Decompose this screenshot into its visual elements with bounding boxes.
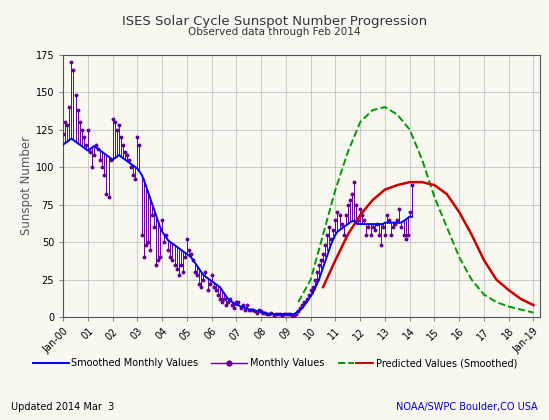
Text: Smoothed Monthly Values: Smoothed Monthly Values <box>71 358 199 368</box>
Text: NOAA/SWPC Boulder,CO USA: NOAA/SWPC Boulder,CO USA <box>396 402 538 412</box>
Text: ISES Solar Cycle Sunspot Number Progression: ISES Solar Cycle Sunspot Number Progress… <box>122 15 427 28</box>
Text: Monthly Values: Monthly Values <box>250 358 324 368</box>
Text: Predicted Values (Smoothed): Predicted Values (Smoothed) <box>376 358 517 368</box>
Y-axis label: Sunspot Number: Sunspot Number <box>20 136 33 236</box>
Text: Observed data through Feb 2014: Observed data through Feb 2014 <box>188 27 361 37</box>
Text: Updated 2014 Mar  3: Updated 2014 Mar 3 <box>11 402 114 412</box>
